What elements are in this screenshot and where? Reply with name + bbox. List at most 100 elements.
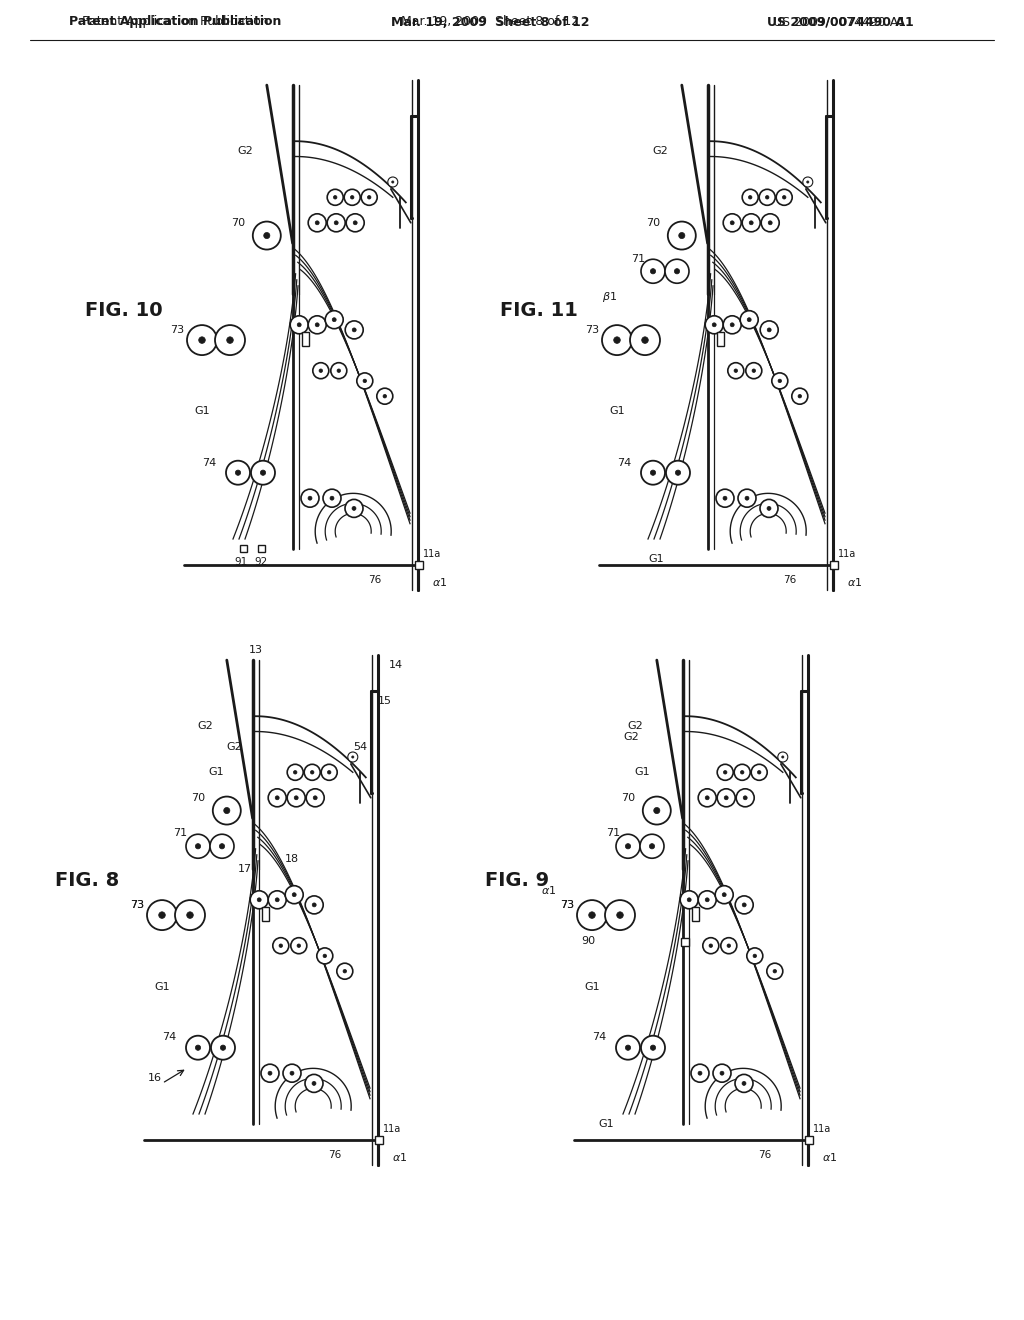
Text: 13: 13 [249, 645, 262, 655]
Circle shape [742, 214, 760, 232]
Circle shape [322, 764, 337, 780]
Circle shape [364, 379, 367, 383]
Text: 11a: 11a [839, 549, 856, 560]
Circle shape [743, 796, 748, 800]
Circle shape [720, 1072, 724, 1076]
Circle shape [361, 189, 377, 206]
Circle shape [616, 834, 640, 858]
Circle shape [210, 834, 234, 858]
Circle shape [219, 843, 224, 849]
Circle shape [702, 937, 719, 953]
Circle shape [186, 1036, 210, 1060]
Circle shape [353, 220, 357, 224]
Circle shape [260, 470, 265, 475]
Circle shape [742, 1081, 745, 1085]
Circle shape [649, 843, 654, 849]
Circle shape [778, 379, 781, 383]
Text: 73: 73 [560, 900, 573, 909]
Circle shape [736, 789, 755, 807]
Text: G2: G2 [198, 722, 213, 731]
Circle shape [352, 327, 356, 331]
Text: 73: 73 [560, 900, 573, 909]
Text: Patent Application Publication: Patent Application Publication [82, 16, 268, 29]
Circle shape [287, 764, 303, 780]
Text: 11a: 11a [423, 549, 441, 560]
Circle shape [767, 507, 771, 511]
Text: 54: 54 [353, 742, 367, 752]
Circle shape [766, 195, 769, 199]
Circle shape [778, 752, 787, 762]
Text: $\alpha$1: $\alpha$1 [541, 883, 556, 895]
Circle shape [776, 189, 793, 206]
Circle shape [752, 764, 767, 780]
Circle shape [388, 177, 397, 187]
Text: G1: G1 [155, 982, 170, 991]
Circle shape [676, 470, 681, 475]
Circle shape [315, 220, 319, 224]
Circle shape [722, 892, 726, 896]
Circle shape [605, 900, 635, 931]
Circle shape [272, 937, 289, 953]
Circle shape [344, 189, 360, 206]
Text: G1: G1 [599, 1119, 614, 1129]
Circle shape [758, 771, 761, 774]
Circle shape [196, 1045, 201, 1051]
Circle shape [287, 789, 305, 807]
Circle shape [290, 315, 308, 334]
Circle shape [346, 214, 365, 232]
Circle shape [328, 771, 331, 774]
Text: G1: G1 [609, 407, 625, 417]
Circle shape [782, 195, 786, 199]
Circle shape [773, 969, 776, 973]
Text: G1: G1 [649, 554, 665, 565]
Text: G2: G2 [652, 147, 668, 156]
Circle shape [334, 195, 337, 199]
Circle shape [292, 892, 296, 896]
Circle shape [337, 370, 341, 372]
Bar [258, 545, 265, 552]
Circle shape [748, 318, 752, 322]
Bar [240, 545, 247, 552]
Circle shape [326, 310, 343, 329]
Circle shape [323, 490, 341, 507]
Circle shape [291, 937, 307, 953]
Circle shape [742, 903, 746, 907]
Circle shape [308, 315, 327, 334]
Circle shape [641, 461, 665, 484]
Circle shape [236, 470, 241, 475]
Circle shape [750, 220, 754, 224]
Bar [805, 1135, 813, 1143]
Bar [681, 937, 688, 945]
Circle shape [781, 756, 784, 758]
Circle shape [734, 370, 737, 372]
Circle shape [767, 964, 782, 979]
Circle shape [328, 189, 343, 206]
Text: 74: 74 [592, 1032, 606, 1043]
Circle shape [723, 771, 727, 774]
Circle shape [196, 843, 201, 849]
Circle shape [187, 325, 217, 355]
Circle shape [312, 903, 316, 907]
Circle shape [264, 232, 270, 239]
Circle shape [294, 796, 298, 800]
Text: 92: 92 [254, 557, 267, 568]
Text: 70: 70 [646, 218, 660, 228]
Circle shape [650, 268, 655, 273]
Text: 76: 76 [758, 1150, 771, 1160]
Text: 17: 17 [238, 865, 252, 874]
Circle shape [740, 771, 744, 774]
Circle shape [727, 944, 730, 948]
Bar [717, 331, 724, 346]
Circle shape [602, 325, 632, 355]
Circle shape [761, 214, 779, 232]
Text: $\alpha$1: $\alpha$1 [822, 1151, 838, 1163]
Circle shape [368, 195, 371, 199]
Text: $\beta$1: $\beta$1 [602, 290, 617, 304]
Circle shape [383, 395, 387, 397]
Circle shape [294, 771, 297, 774]
Circle shape [186, 912, 194, 919]
Circle shape [665, 259, 689, 284]
Circle shape [319, 370, 323, 372]
Circle shape [713, 323, 716, 327]
Circle shape [253, 222, 281, 249]
